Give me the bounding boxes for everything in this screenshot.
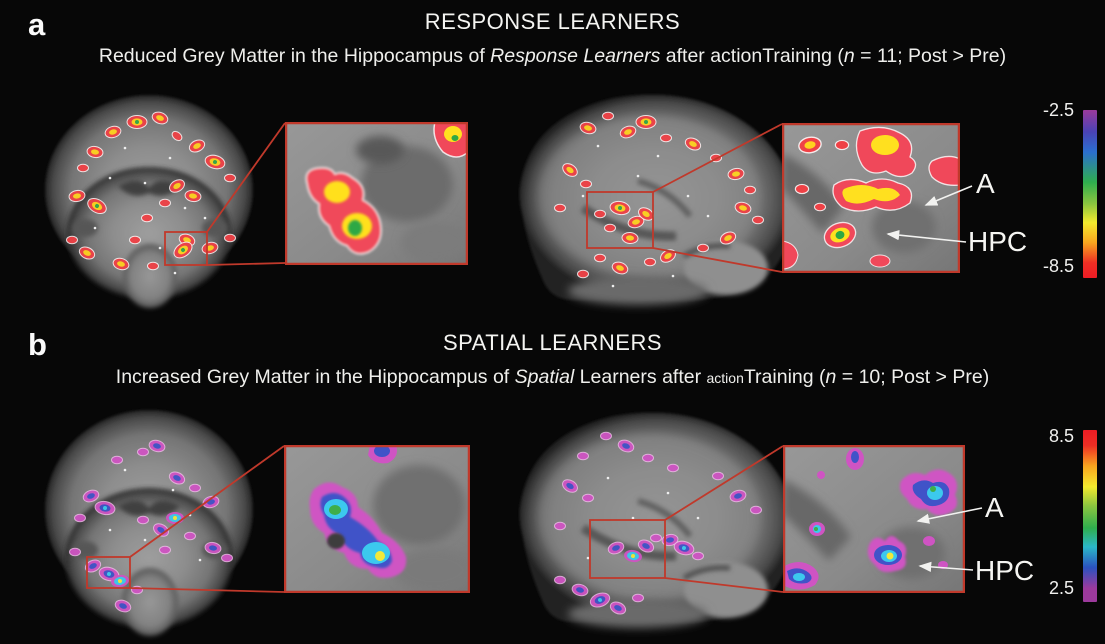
panel-b-subtitle: Increased Grey Matter in the Hippocampus… [0,366,1105,389]
subtitle-text: Training ( [743,366,826,388]
colorbar-b [1083,430,1097,602]
amygdala-label-a: A [976,168,995,199]
colorbar-a-max: -2.5 [1042,100,1074,120]
hippocampus-inset-zoom-b-sagittal [783,445,965,593]
hippocampus-inset-zoom-a-sagittal [782,123,960,273]
subtitle-text: = 10; Post > Pre) [836,366,990,388]
hippocampus-inset-zoom-a-coronal [285,122,468,265]
subtitle-text: Increased Grey Matter in the Hippocampus… [115,366,515,388]
colorbar-a-min: -8.5 [1042,256,1074,276]
colorbar-a [1083,110,1097,278]
hippocampus-label-b: HPC [975,555,1035,586]
subtitle-text: after actionTraining ( [660,45,844,67]
hippocampus-blob [867,536,907,573]
subtitle-italic: Spatial [514,366,575,388]
subtitle-smalltext: action [706,370,744,386]
colorbar-b-min: 2.5 [1048,578,1074,598]
coronal-brain-mri-a [25,88,275,315]
subtitle-text: Reduced Grey Matter in the Hippocampus o… [98,45,491,67]
white-specks [93,146,207,275]
subtitle-italic-n: n [825,366,837,388]
panel-a-label: a [28,7,46,42]
subtitle-text: = 11; Post > Pre) [854,45,1007,67]
panel-a-title: RESPONSE LEARNERS [424,9,681,34]
hippocampus-inset-zoom-b-coronal [284,445,470,593]
sagittal-brain-mri-b [488,398,806,642]
panel-a-subtitle: Reduced Grey Matter in the Hippocampus o… [0,45,1105,68]
hippocampus-blob [823,221,857,249]
panel-b-title: SPATIAL LEARNERS [442,330,663,355]
amygdala-label-b: A [985,492,1004,523]
sagittal-brain-mri-a [488,86,806,316]
subtitle-text: Learners after [574,366,707,388]
coronal-brain-mri-b [25,400,275,644]
colorbar-b-max: 8.5 [1048,426,1074,446]
panel-b-label: b [28,327,47,362]
hippocampus-label-a: HPC [968,226,1028,257]
subtitle-italic: Response Learners [490,45,661,67]
subtitle-italic-n: n [843,45,855,67]
